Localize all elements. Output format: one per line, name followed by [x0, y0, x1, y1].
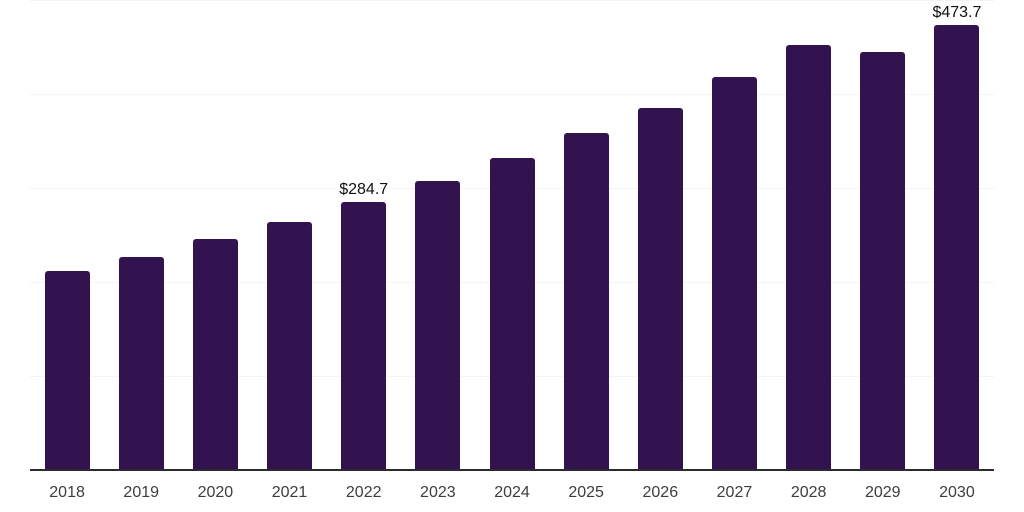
data-label-2022: $284.7 [339, 181, 389, 199]
bar-2021 [267, 221, 313, 470]
x-axis-line [30, 469, 994, 471]
bar-2024 [489, 157, 535, 470]
bar-2018 [44, 270, 90, 470]
x-tick-label-2029: 2029 [864, 484, 901, 501]
x-tick-label-2018: 2018 [49, 484, 85, 501]
bar-2019 [118, 256, 164, 470]
bar-2023 [415, 180, 461, 470]
x-tick-label-2024: 2024 [494, 484, 530, 501]
x-tick-label-2022: 2022 [345, 484, 382, 501]
x-tick-label-2027: 2027 [716, 484, 753, 501]
bar-2030 [934, 24, 980, 470]
gridline-400 [30, 94, 994, 95]
bar-2020 [192, 238, 238, 470]
bar-2028 [786, 45, 832, 470]
x-tick-label-2028: 2028 [790, 484, 827, 501]
x-tick-label-2026: 2026 [642, 484, 679, 501]
x-tick-label-2019: 2019 [123, 484, 160, 501]
bar-2027 [711, 76, 757, 470]
bar-2022 [341, 202, 387, 470]
gridline-500 [30, 0, 994, 1]
x-tick-label-2021: 2021 [271, 484, 308, 501]
x-tick-label-2023: 2023 [420, 484, 456, 501]
bar-2029 [860, 52, 906, 470]
bar-2026 [637, 107, 683, 470]
x-tick-label-2025: 2025 [568, 484, 604, 501]
x-tick-label-2020: 2020 [197, 484, 234, 501]
data-label-2030: $473.7 [932, 3, 982, 21]
bar-2025 [563, 133, 609, 470]
x-tick-label-2030: 2030 [939, 484, 975, 501]
